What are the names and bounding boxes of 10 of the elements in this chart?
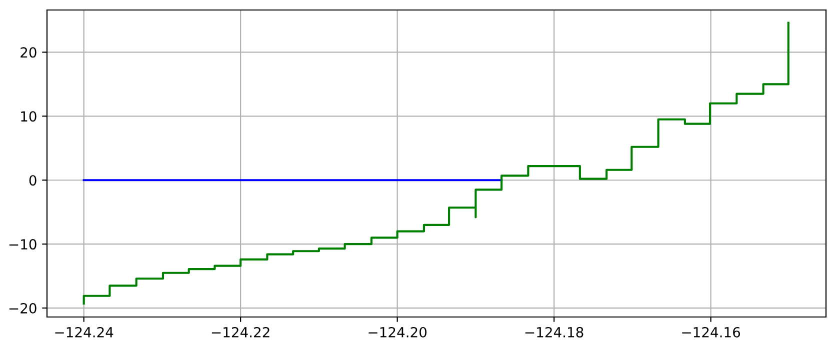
x-tick-label: −124.16 <box>682 326 740 338</box>
y-tick-label: 20 <box>20 47 36 58</box>
y-tick-label: −20 <box>9 303 36 314</box>
y-tick-label: 0 <box>29 175 36 186</box>
y-tick-label: 10 <box>21 111 36 122</box>
x-tick-label: −124.24 <box>55 326 114 338</box>
y-tick-label: −10 <box>9 239 36 250</box>
x-tick-label: −124.20 <box>368 326 427 338</box>
x-tick-label: −124.22 <box>212 326 270 338</box>
x-tick-label: −124.18 <box>525 326 584 338</box>
